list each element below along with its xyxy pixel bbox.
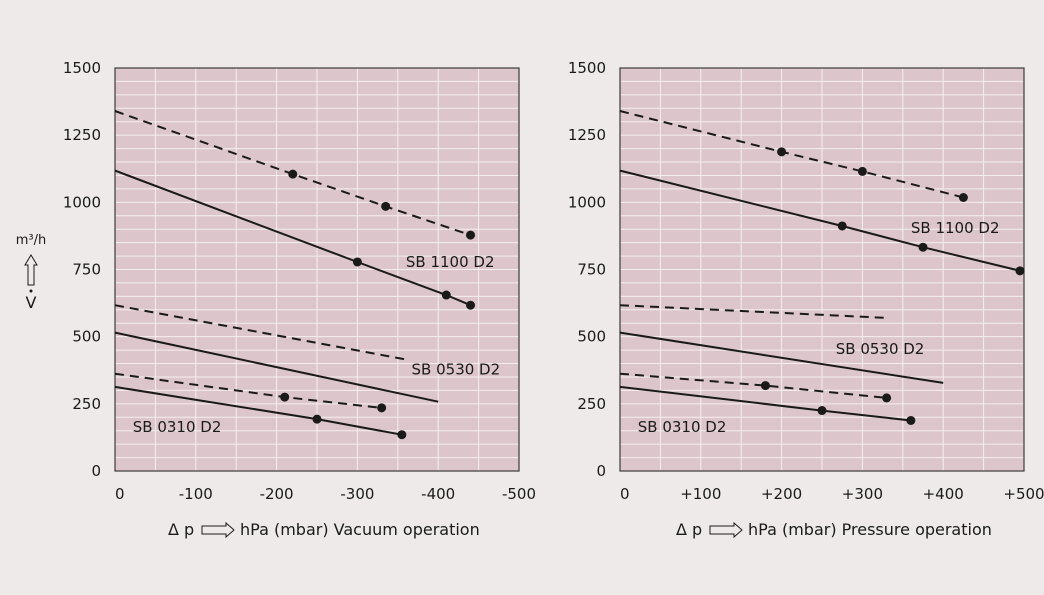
data-point: [280, 392, 290, 402]
y-tick-label: 1500: [568, 59, 606, 77]
chart-vacuum-operation: 0 250 500 750 1000 1250 1500 0 -100 -200 -300 -400 -…: [63, 59, 536, 539]
x-tick-label: -500: [502, 485, 536, 503]
data-point: [837, 221, 847, 231]
data-point: [918, 242, 928, 252]
x-tick-label: -200: [260, 485, 294, 503]
x-axis-delta-label: Δ p: [168, 520, 194, 539]
data-point: [906, 415, 916, 425]
grid: [115, 68, 519, 471]
x-tick-label: 0: [620, 485, 630, 503]
data-point: [777, 147, 787, 157]
data-point: [312, 414, 322, 424]
x-tick-label: 0: [115, 485, 125, 503]
y-tick-label: 750: [72, 261, 101, 279]
data-point: [882, 393, 892, 403]
y-tick-label: 1250: [568, 126, 606, 144]
data-point: [441, 290, 451, 300]
series-line-dashed: [114, 110, 471, 237]
y-tick-label: 1000: [63, 193, 101, 211]
series-label: SB 0530 D2: [412, 360, 501, 378]
data-point: [760, 381, 770, 391]
y-tick-label: 1000: [568, 193, 606, 211]
data-point: [288, 169, 298, 179]
series-line-solid: [619, 169, 1021, 272]
y-symbol-label: V: [26, 293, 37, 312]
series-label: SB 1100 D2: [911, 219, 1000, 237]
grid: [620, 68, 1024, 471]
data-point: [352, 257, 362, 267]
y-tick-label: 0: [91, 462, 101, 480]
y-tick-label: 0: [596, 462, 606, 480]
x-tick-label: +200: [761, 485, 802, 503]
x-tick-label: +400: [923, 485, 964, 503]
data-point: [1015, 266, 1025, 276]
x-tick-label: -400: [421, 485, 455, 503]
series-line-dashed: [619, 110, 964, 199]
x-tick-label: +100: [680, 485, 721, 503]
data-point: [817, 406, 827, 416]
data-point: [958, 192, 968, 202]
series-label: SB 0310 D2: [638, 418, 727, 436]
series-label: SB 0310 D2: [133, 418, 222, 436]
y-unit-label: m³/h: [16, 233, 47, 248]
series-line-solid: [114, 331, 439, 403]
x-tick-label: -100: [179, 485, 213, 503]
series-line-solid: [114, 169, 471, 307]
data-point: [377, 403, 387, 413]
y-tick-label: 1250: [63, 126, 101, 144]
axis-arrow-icon: [709, 521, 743, 539]
y-symbol-dot: [29, 289, 33, 293]
x-tick-label: -300: [340, 485, 374, 503]
y-tick-label: 1500: [63, 59, 101, 77]
series-label: SB 1100 D2: [406, 253, 495, 271]
series-line-dashed: [114, 304, 407, 361]
x-tick-label: +500: [1003, 485, 1044, 503]
data-point: [381, 201, 391, 211]
y-tick-label: 750: [577, 261, 606, 279]
data-point: [466, 300, 476, 310]
x-axis-title: hPa (mbar) Pressure operation: [748, 520, 992, 539]
series-label: SB 0530 D2: [836, 340, 925, 358]
chart-pressure-operation: 0 250 500 750 1000 1250 1500 0 +100 +200 +300 +400 +…: [568, 59, 1044, 539]
y-tick-label: 500: [577, 328, 606, 346]
plot-frame: [114, 67, 520, 472]
series-line-dashed: [619, 372, 887, 399]
x-axis-title: hPa (mbar) Vacuum operation: [240, 520, 480, 539]
axis-arrow-icon: [201, 521, 235, 539]
data-point: [397, 430, 407, 440]
y-axis-arrow-icon: [24, 254, 38, 286]
y-tick-label: 250: [577, 395, 606, 413]
data-point: [857, 166, 867, 176]
x-tick-label: +300: [842, 485, 883, 503]
y-tick-label: 250: [72, 395, 101, 413]
y-tick-label: 500: [72, 328, 101, 346]
data-point: [466, 230, 476, 240]
series-line-solid: [619, 331, 944, 384]
x-axis-delta-label: Δ p: [676, 520, 702, 539]
